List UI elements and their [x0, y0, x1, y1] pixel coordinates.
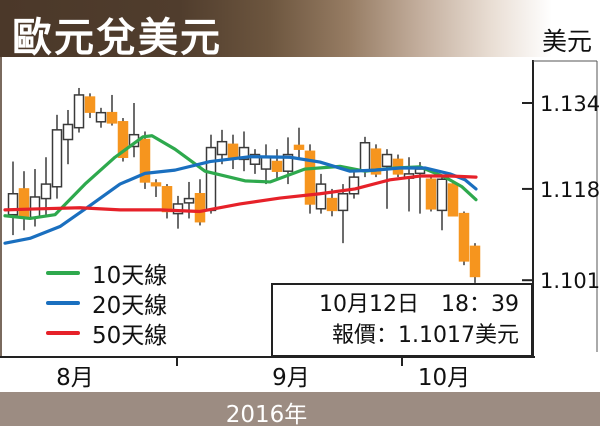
- year-bar: 2016年: [0, 392, 600, 426]
- candle-up: [51, 129, 63, 188]
- candle-up: [260, 156, 272, 170]
- candle-up: [29, 196, 41, 219]
- legend-item-20d: 20天線: [46, 288, 168, 319]
- y-axis-unit-label: 美元: [541, 27, 592, 56]
- title-bar: 歐元兌美元: [0, 0, 600, 61]
- y-tick-label: 1.101: [540, 269, 600, 293]
- legend: 10天線 20天線 50天線: [46, 258, 168, 349]
- legend-item-50d: 50天線: [46, 318, 168, 349]
- x-tick-label: 8月: [56, 365, 94, 391]
- candle-down: [150, 182, 162, 187]
- candle-up: [216, 140, 228, 156]
- candle-up: [62, 123, 74, 141]
- candle-up: [282, 153, 294, 172]
- candle-down: [304, 150, 316, 205]
- legend-label-50d: 50天線: [92, 323, 168, 349]
- candle-up: [348, 176, 360, 195]
- legend-swatch-50d-line-icon: [46, 331, 80, 335]
- candle-down: [194, 193, 206, 223]
- candle-up: [7, 193, 19, 216]
- candle-up: [172, 203, 184, 215]
- ma-line-20天線: [3, 155, 478, 245]
- candle-down: [370, 148, 382, 175]
- x-tick-label: 9月: [272, 365, 310, 391]
- candle-up: [315, 183, 327, 210]
- legend-swatch-10d-line-icon: [46, 271, 80, 275]
- candle-down: [425, 178, 437, 210]
- candle-down: [117, 121, 129, 158]
- candle-down: [326, 197, 338, 212]
- page-title: 歐元兌美元: [12, 15, 222, 61]
- ma-line-50天線: [3, 174, 478, 214]
- candle-down: [469, 245, 481, 278]
- y-tick-label: 1.118: [540, 178, 600, 202]
- candle-up: [238, 146, 250, 161]
- candle-down: [18, 188, 30, 218]
- x-tick-label: 10月: [418, 365, 470, 391]
- legend-item-10d: 10天線: [46, 258, 168, 289]
- candle-up: [249, 153, 261, 165]
- candle-down: [139, 138, 151, 183]
- legend-swatch-20d-line-icon: [46, 301, 80, 305]
- y-tick-label: 1.134: [540, 92, 600, 116]
- candle-up: [337, 193, 349, 212]
- quote-box: 10月12日 18：39 報價：1.1017美元: [271, 283, 533, 357]
- candle-up: [381, 153, 393, 168]
- candle-down: [227, 143, 239, 158]
- candle-down: [447, 183, 459, 217]
- quote-price: 報價：1.1017美元: [332, 323, 519, 348]
- candle-up: [40, 183, 52, 200]
- candle-up: [359, 141, 371, 172]
- candle-down: [84, 96, 96, 113]
- legend-label-20d: 20天線: [92, 293, 168, 319]
- candle-up: [183, 197, 195, 204]
- candle-down: [161, 186, 173, 213]
- candle-down: [293, 144, 305, 150]
- candle-up: [436, 178, 448, 212]
- candle-down: [458, 212, 470, 262]
- candle-up: [205, 146, 217, 212]
- candle-up: [95, 111, 107, 123]
- quote-datetime: 10月12日 18：39: [319, 292, 519, 317]
- candle-down: [271, 160, 283, 172]
- year-label: 2016年: [225, 402, 308, 426]
- candle-down: [106, 111, 118, 124]
- candle-up: [73, 94, 85, 129]
- legend-label-10d: 10天線: [92, 263, 168, 289]
